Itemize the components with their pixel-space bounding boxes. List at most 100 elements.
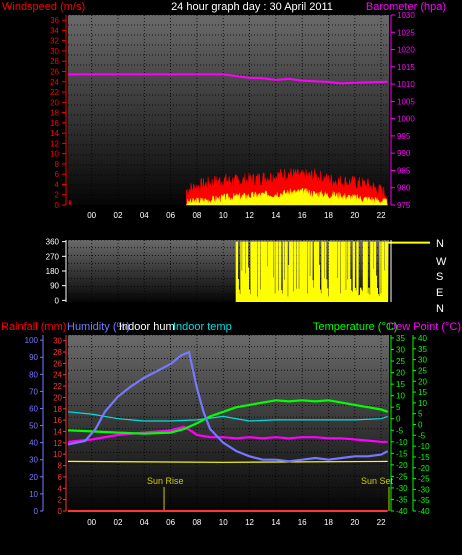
dewpoint-line: [67, 425, 388, 443]
bottom-x-tick-label: 20: [350, 518, 359, 527]
compass-n-bottom: N: [436, 303, 444, 315]
baro-line: [68, 73, 388, 85]
wind-tick-label: 2: [55, 191, 60, 200]
baro-tick-label: 1025: [397, 28, 415, 37]
bottom-x-tick-label: 14: [271, 518, 280, 527]
baro-tick-label: 990: [397, 149, 411, 158]
top-x-tick-label: 12: [245, 211, 254, 220]
chart-title: 24 hour graph day : 30 April 2011: [171, 1, 333, 13]
humidity-tick-label: 60: [29, 404, 38, 413]
baro-tick-label: 1005: [397, 97, 415, 106]
temp-tick-label: -40: [396, 507, 408, 516]
temp-tick-label: 30: [396, 346, 405, 355]
rain-tick-label: 4: [58, 484, 63, 493]
compass-w: W: [436, 256, 447, 268]
wind-tick-label: 30: [50, 47, 59, 56]
humidity-tick-label: 20: [29, 473, 38, 482]
compass-e: E: [436, 287, 443, 299]
temperature-line: [67, 399, 389, 435]
bottom-x-tick-label: 08: [192, 518, 201, 527]
baro-tick-label: 980: [397, 184, 411, 193]
compass-n-top: N: [436, 238, 444, 250]
humidity-tick-label: 30: [29, 456, 38, 465]
dew-tick-label: 35: [418, 345, 427, 354]
dew-axis-title: Dew Point (°C): [388, 321, 461, 333]
dew-tick-label: 30: [418, 356, 427, 365]
dew-tick-label: -40: [418, 507, 430, 516]
humidity-tick-label: 100: [25, 336, 39, 345]
rain-tick-label: 12: [53, 439, 62, 448]
compass-labels: N W S E N: [436, 238, 447, 315]
rain-tick-label: 8: [58, 462, 63, 471]
wind-tick-label: 4: [55, 180, 60, 189]
rain-tick-label: 22: [53, 382, 62, 391]
dew-tick-label: 5: [418, 410, 423, 419]
temp-tick-label: -35: [396, 495, 408, 504]
wind-tick-label: 22: [50, 88, 59, 97]
wind-tick-label: 26: [50, 67, 59, 76]
dir-tail: [385, 241, 430, 244]
wind-tick-label: 36: [50, 16, 59, 25]
rain-tick-label: 2: [58, 496, 63, 505]
dir-tick-label: 180: [46, 267, 60, 276]
rain-tick-label: 20: [53, 393, 62, 402]
rain-tick-label: 18: [53, 405, 62, 414]
temp-tick-label: -20: [396, 461, 408, 470]
wind-tick-label: 32: [50, 37, 59, 46]
gust-fill: [186, 187, 388, 206]
wind-tick-label: 8: [55, 160, 60, 169]
humidity-legend: Humidity (%): [67, 321, 130, 333]
rain-tick-label: 0: [58, 507, 63, 516]
wind-tick-label: 6: [55, 170, 60, 179]
baro-tick-label: 1010: [397, 80, 415, 89]
bottom-x-tick-label: 22: [377, 518, 386, 527]
wind-tick-label: 20: [50, 98, 59, 107]
temp-tick-label: 20: [396, 369, 405, 378]
baro-tick-label: 1020: [397, 46, 415, 55]
top-x-tick-label: 20: [350, 211, 359, 220]
top-x-tick-label: 14: [271, 211, 280, 220]
dew-tick-label: -35: [418, 496, 430, 505]
sun-rise-label: Sun Rise: [147, 476, 184, 486]
humidity-tick-label: 10: [29, 490, 38, 499]
temp-tick-label: 0: [396, 415, 401, 424]
wind-tick-label: 18: [50, 109, 59, 118]
indoor-temp-legend: Indoor temp: [173, 321, 232, 333]
temp-tick-label: -30: [396, 484, 408, 493]
dew-tick-label: 15: [418, 388, 427, 397]
humidity-tick-label: 80: [29, 370, 38, 379]
dew-tick-label: -20: [418, 464, 430, 473]
dew-tick-label: 0: [418, 421, 423, 430]
wind-tick-label: 0: [55, 201, 60, 210]
rain-tick-label: 14: [53, 428, 62, 437]
dew-tick-label: -10: [418, 442, 430, 451]
humidity-tick-label: 40: [29, 439, 38, 448]
rain-tick-label: 6: [58, 473, 63, 482]
rain-tick-label: 28: [53, 348, 62, 357]
top-x-tick-label: 16: [298, 211, 307, 220]
dir-tick-label: 270: [46, 252, 60, 261]
indoor-hum-line: [67, 460, 388, 463]
rain-tick-label: 26: [53, 359, 62, 368]
bottom-x-tick-label: 00: [87, 518, 96, 527]
temp-tick-label: -15: [396, 449, 408, 458]
wind-tick-label: 28: [50, 57, 59, 66]
top-x-tick-label: 00: [87, 211, 96, 220]
compass-s: S: [436, 271, 443, 283]
top-panel: [68, 15, 389, 205]
dew-tick-label: -15: [418, 453, 430, 462]
bottom-x-tick-label: 10: [219, 518, 228, 527]
dew-tick-label: -25: [418, 475, 430, 484]
bottom-x-tick-label: 16: [298, 518, 307, 527]
dew-tick-label: 20: [418, 377, 427, 386]
bottom-x-tick-label: 12: [245, 518, 254, 527]
dew-tick-label: 25: [418, 366, 427, 375]
rain-tick-label: 24: [53, 371, 62, 380]
sun-set-label: Sun Set: [361, 476, 394, 486]
data-marks: [67, 73, 430, 512]
dew-tick-label: 10: [418, 399, 427, 408]
wind-tick-label: 24: [50, 78, 59, 87]
temp-tick-label: 25: [396, 357, 405, 366]
wind-tick-label: 12: [50, 139, 59, 148]
